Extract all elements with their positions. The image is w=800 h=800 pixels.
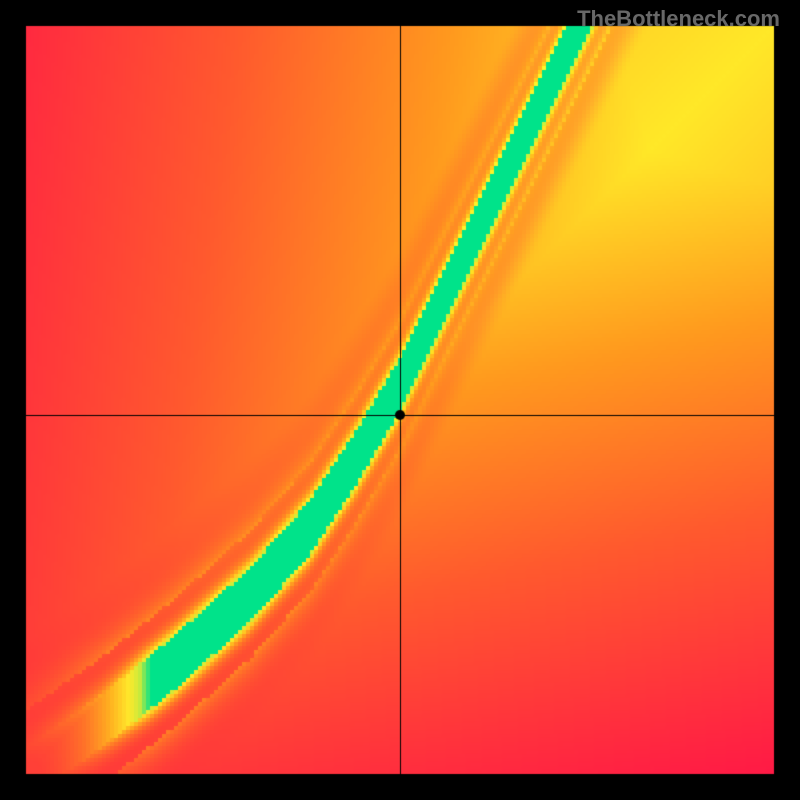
bottleneck-heatmap <box>0 0 800 800</box>
watermark-text: TheBottleneck.com <box>577 6 780 32</box>
chart-frame: TheBottleneck.com <box>0 0 800 800</box>
